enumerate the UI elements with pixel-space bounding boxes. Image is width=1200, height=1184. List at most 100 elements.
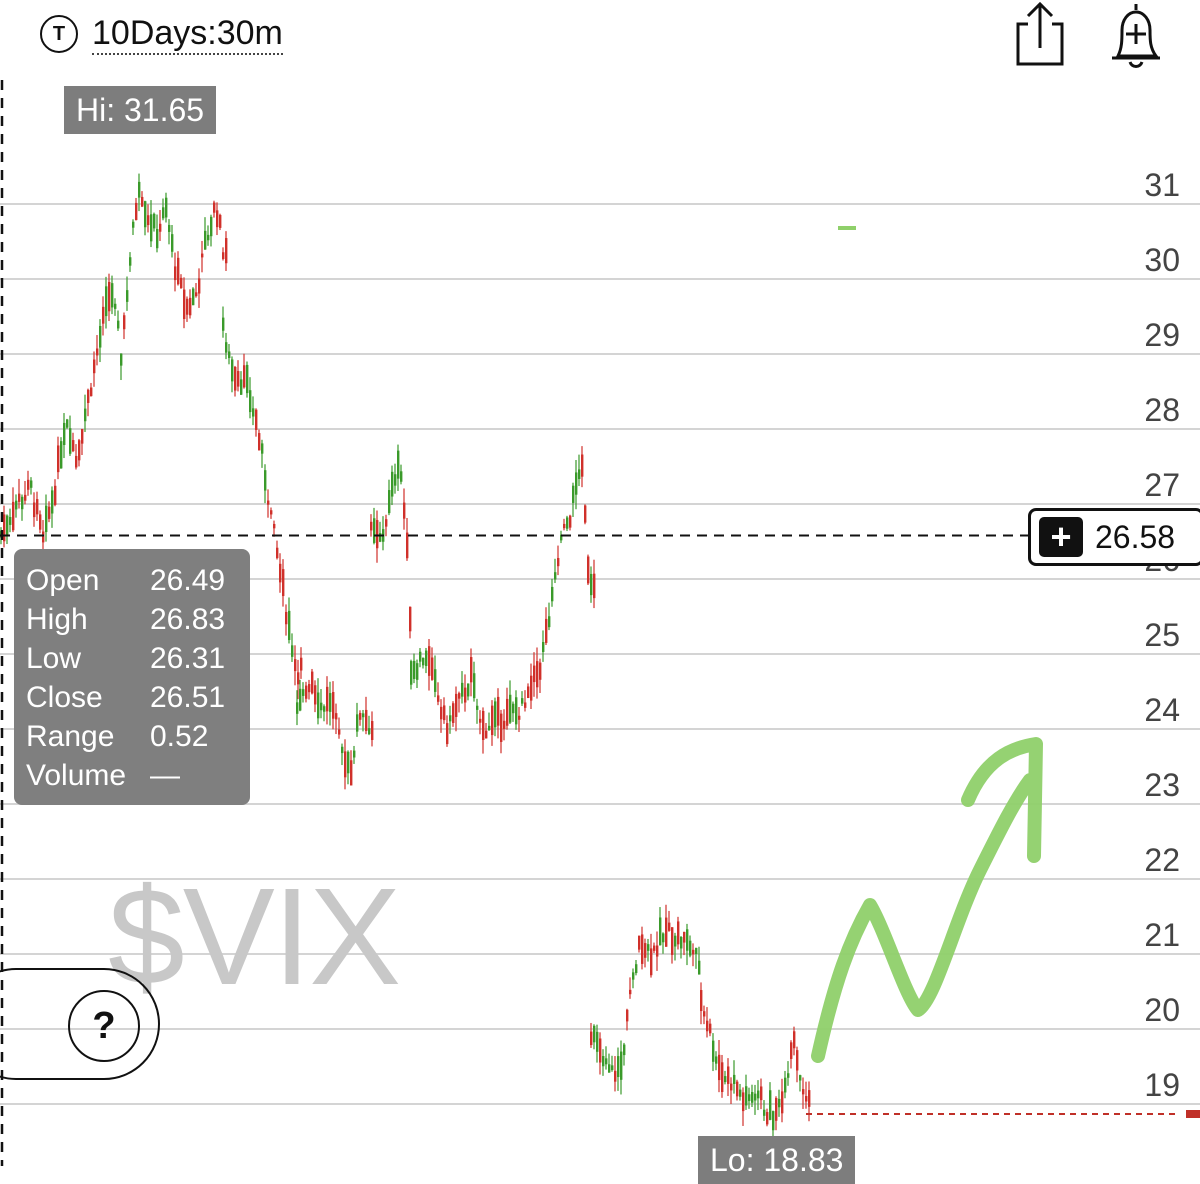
ohlc-row-high: High 26.83 [26,600,250,639]
candle [370,514,373,537]
candle [733,1060,736,1094]
candle [264,464,267,504]
candle [464,674,467,712]
candle [730,1077,733,1105]
candle [90,382,93,397]
candle [802,1077,805,1109]
y-tick-label: 31 [1144,167,1180,203]
candle [69,415,72,456]
candle [458,691,461,713]
candle [162,198,165,221]
candle [763,1100,766,1121]
ohlc-row-open: Open 26.49 [26,561,250,600]
candle [796,1046,799,1083]
candle [757,1080,760,1111]
candle [353,745,356,764]
candle [126,276,129,311]
candle [626,1008,629,1031]
candle [219,213,222,231]
candle [452,701,455,727]
candle [671,927,674,964]
candle [132,219,135,235]
candle [787,1061,790,1086]
share-icon[interactable] [1008,0,1068,70]
candle [174,252,177,292]
crosshair-price-value: 26.58 [1095,518,1176,555]
candle [512,701,515,722]
y-tick-label: 27 [1144,467,1180,503]
candle [599,1032,602,1075]
candle [273,520,276,537]
y-tick-label: 21 [1144,917,1180,953]
candle [338,717,341,739]
candle [635,960,638,976]
candle [111,275,114,315]
candle [195,283,198,298]
candle [63,413,66,459]
candle [356,702,359,737]
candle [808,1081,811,1122]
last-price-marker [1186,1110,1200,1118]
candle [3,505,6,548]
candle [231,356,234,393]
candle [258,429,261,451]
candle [225,332,228,360]
candle [665,904,668,947]
candle [282,559,285,607]
candle [766,1108,769,1127]
candle [455,686,458,732]
candle [410,659,413,690]
candle [54,479,57,507]
candle [144,200,147,236]
candle [656,931,659,971]
candle [461,671,464,704]
candle [569,514,572,531]
candle [769,1082,772,1121]
candle [793,1026,796,1056]
candle [222,247,225,261]
candle [482,707,485,754]
help-button[interactable]: ? [68,990,140,1062]
candle [602,1049,605,1076]
candle [249,377,252,419]
ohlc-value: — [150,759,180,792]
plus-icon[interactable]: + [1039,517,1083,557]
candle [539,658,542,693]
candle [760,1078,763,1110]
candle [153,212,156,232]
candle [440,699,443,733]
candle [332,681,335,730]
candle [680,936,683,959]
ohlc-value: 26.31 [150,642,226,675]
candle [171,224,174,258]
candle [120,353,123,381]
ohlc-value: 0.52 [150,720,209,753]
help-pill[interactable] [0,968,160,1080]
crosshair-price-tag[interactable]: + 26.58 [1028,508,1200,566]
candle [75,444,78,470]
candle [629,977,632,999]
ohlc-label: Low [26,642,82,675]
candle [557,545,560,576]
add-alert-bell-icon[interactable] [1106,0,1166,70]
candle [365,696,368,735]
candle [168,219,171,245]
candle [742,1087,745,1126]
y-axis-ticks: 31302928272625242322212019 [1144,167,1180,1103]
candle [668,910,671,932]
candle [102,296,105,336]
ohlc-label: High [26,603,88,636]
stray-green-dash [838,226,856,230]
candle [285,604,288,636]
candle [727,1058,730,1097]
candle [692,943,695,967]
candle [45,494,48,542]
candle [590,1022,593,1048]
ohlc-value: 26.83 [150,603,226,636]
candle [320,689,323,719]
instrument-type-icon[interactable]: T [40,15,78,53]
candle [745,1074,748,1110]
candle [443,697,446,724]
period-selector[interactable]: 10Days:30m [92,13,283,55]
ohlc-row-volume: Volume — [26,756,250,795]
